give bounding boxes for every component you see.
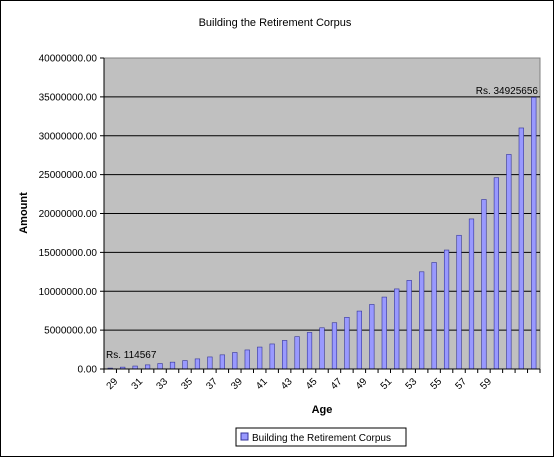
bar-age-45 [306, 332, 313, 370]
bar-age-57 [456, 234, 462, 370]
bar-age-48 [344, 316, 350, 370]
legend-label: Building the Retirement Corpus [252, 433, 391, 444]
bar-age-55 [431, 262, 437, 370]
bar-age-47 [331, 322, 338, 370]
x-tick-label: 45 [304, 376, 320, 392]
x-tick-label: 35 [179, 376, 195, 392]
bar-age-61 [506, 154, 512, 370]
y-tick-label: 10000000.00 [39, 287, 98, 298]
bar-age-60 [493, 177, 500, 370]
bar-age-50 [369, 304, 375, 370]
y-tick-label: 0.00 [78, 365, 98, 376]
y-tick-label: 15000000.00 [39, 248, 98, 259]
x-tick-label: 53 [404, 376, 420, 392]
bar-age-53 [406, 280, 412, 370]
bar-age-46 [319, 327, 325, 370]
bar-age-38 [219, 354, 225, 370]
x-tick-label: 47 [329, 376, 345, 392]
bar-age-32 [145, 364, 151, 370]
x-tick-label: 33 [154, 376, 170, 392]
y-tick-label: 30000000.00 [39, 131, 98, 142]
x-tick-label: 49 [354, 376, 370, 392]
y-axis-ticks: 0.00 5000000.00 10000000.00 15000000.00 2000… [39, 54, 104, 376]
bar-age-33 [157, 363, 163, 370]
annotation-last-value: Rs. 34925656 [476, 86, 539, 97]
x-tick-label: 43 [279, 376, 295, 392]
x-tick-label: 57 [453, 376, 469, 392]
y-tick-label: 35000000.00 [39, 92, 98, 103]
x-tick-label: 59 [478, 376, 494, 392]
x-tick-label: 51 [379, 376, 395, 392]
bar-age-51 [381, 296, 387, 370]
bar-age-56 [443, 249, 450, 370]
bar-age-36 [194, 358, 201, 370]
bar-age-54 [419, 271, 425, 370]
legend: Building the Retirement Corpus [235, 427, 407, 447]
bar-age-62 [518, 127, 524, 370]
bar-age-52 [394, 288, 400, 370]
x-tick-label: 31 [130, 376, 146, 392]
legend-box [235, 427, 407, 447]
x-tick-label: 29 [105, 376, 121, 392]
bar-age-58 [468, 218, 475, 370]
bar-age-63 [531, 97, 537, 370]
y-tick-label: 40000000.00 [39, 54, 98, 65]
chart-title: Building the Retirement Corpus [199, 17, 352, 29]
bar-age-41 [257, 346, 263, 370]
x-tick-label: 39 [229, 376, 245, 392]
bar-age-39 [232, 352, 238, 370]
bar-age-44 [294, 336, 300, 370]
annotation-first-value: Rs. 114567 [106, 350, 157, 361]
x-axis-label: Age [312, 404, 333, 416]
bar-age-43 [282, 340, 288, 370]
bar-age-40 [244, 349, 250, 370]
x-tick-label: 41 [254, 376, 270, 392]
y-tick-label: 25000000.00 [39, 170, 98, 181]
y-tick-label: 5000000.00 [44, 326, 97, 337]
y-axis-label: Amount [18, 192, 30, 234]
bar-age-42 [269, 343, 275, 370]
bar-age-35 [182, 360, 188, 370]
x-axis-ticks: 29 31 33 35 37 39 41 43 45 47 49 51 53 55 57 59 [103, 369, 541, 392]
bars [107, 97, 537, 370]
bar-age-59 [481, 199, 487, 370]
bar-age-37 [207, 356, 213, 370]
x-tick-label: 55 [429, 376, 445, 392]
y-tick-label: 20000000.00 [39, 209, 98, 220]
bar-age-34 [169, 361, 176, 370]
legend-swatch [240, 432, 249, 441]
x-tick-label: 37 [204, 376, 220, 392]
gridlines [104, 96, 540, 331]
bar-age-49 [356, 310, 362, 370]
